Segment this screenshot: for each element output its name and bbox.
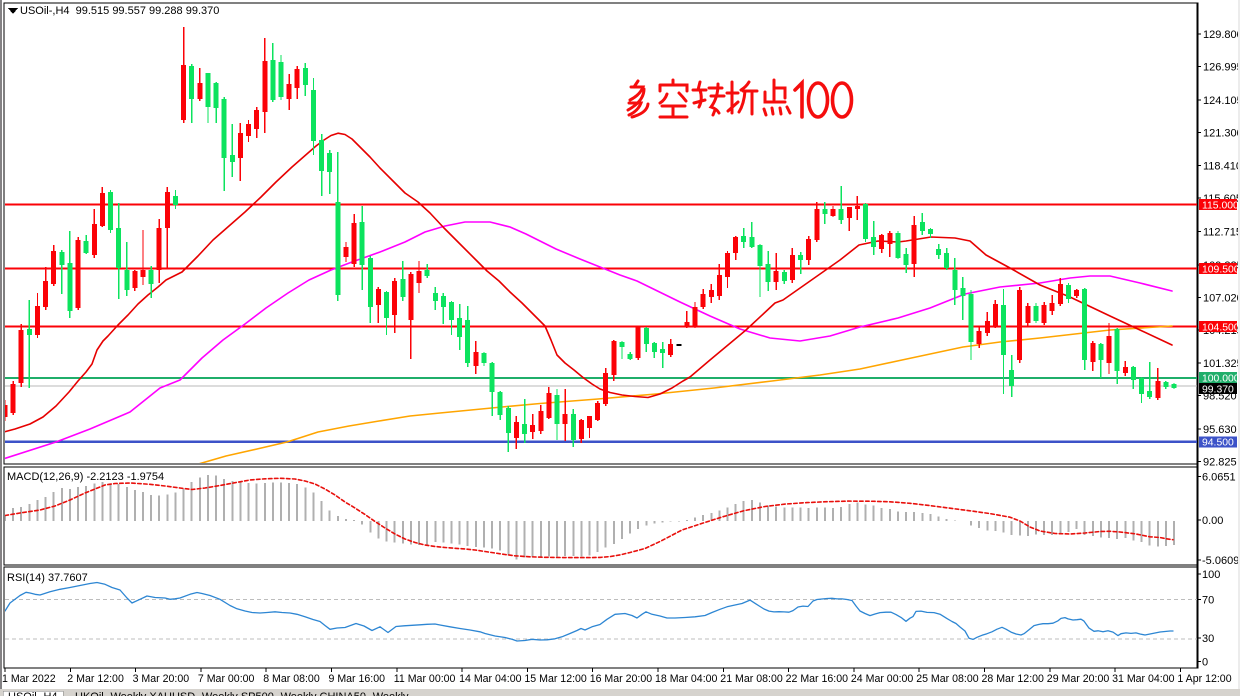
svg-text:6.0651: 6.0651: [1202, 472, 1236, 484]
svg-text:14 Mar 04:00: 14 Mar 04:00: [459, 673, 522, 685]
svg-text:70: 70: [1202, 594, 1214, 606]
svg-text:101.325: 101.325: [1203, 358, 1240, 370]
svg-text:USOil-,H4 99.515 99.557 99.28: USOil-,H4 99.515 99.557 99.288 99.370: [20, 5, 219, 17]
svg-text:7 Mar 00:00: 7 Mar 00:00: [198, 673, 255, 685]
svg-text:15 Mar 12:00: 15 Mar 12:00: [524, 673, 587, 685]
svg-text:22 Mar 16:00: 22 Mar 16:00: [786, 673, 849, 685]
svg-text:99.370: 99.370: [1202, 384, 1234, 395]
svg-text:8 Mar 08:00: 8 Mar 08:00: [263, 673, 320, 685]
svg-text:RSI(14) 37.7607: RSI(14) 37.7607: [7, 572, 88, 584]
svg-text:21 Mar 08:00: 21 Mar 08:00: [720, 673, 783, 685]
svg-text:16 Mar 20:00: 16 Mar 20:00: [590, 673, 653, 685]
svg-text:31 Mar 04:00: 31 Mar 04:00: [1112, 673, 1175, 685]
svg-text:2 Mar 12:00: 2 Mar 12:00: [67, 673, 124, 685]
svg-text:107.020: 107.020: [1203, 292, 1240, 304]
svg-text:UKOil-,Weekly XAUUSD-,Weekly: UKOil-,Weekly XAUUSD-,Weekly SP500-,Week…: [75, 691, 409, 696]
svg-text:0.00: 0.00: [1202, 515, 1223, 527]
svg-text:1 Mar 2022: 1 Mar 2022: [2, 673, 56, 685]
svg-text:11 Mar 00:00: 11 Mar 00:00: [394, 673, 456, 685]
svg-text:118.410: 118.410: [1203, 161, 1240, 173]
svg-text:0: 0: [1202, 657, 1208, 669]
svg-text:100.000: 100.000: [1202, 373, 1240, 384]
svg-text:112.715: 112.715: [1203, 227, 1240, 239]
svg-text:100: 100: [1202, 569, 1220, 581]
svg-text:126.995: 126.995: [1203, 61, 1240, 73]
svg-text:MACD(12,26,9) -2.2123 -1.9754: MACD(12,26,9) -2.2123 -1.9754: [7, 471, 164, 483]
svg-text:28 Mar 12:00: 28 Mar 12:00: [982, 673, 1045, 685]
svg-text:30: 30: [1202, 633, 1214, 645]
svg-text:3 Mar 20:00: 3 Mar 20:00: [133, 673, 190, 685]
svg-text:92.825: 92.825: [1203, 457, 1237, 469]
svg-text:9 Mar 16:00: 9 Mar 16:00: [329, 673, 386, 685]
svg-text:-5.0609: -5.0609: [1202, 555, 1239, 567]
svg-text:1 Apr 12:00: 1 Apr 12:00: [1177, 673, 1231, 685]
svg-text:129.800: 129.800: [1203, 29, 1240, 41]
svg-text:USOil-,H4: USOil-,H4: [8, 691, 58, 696]
svg-text:24 Mar 00:00: 24 Mar 00:00: [851, 673, 914, 685]
svg-text:95.630: 95.630: [1203, 424, 1237, 436]
svg-text:115.000: 115.000: [1202, 200, 1239, 211]
svg-text:29 Mar 20:00: 29 Mar 20:00: [1047, 673, 1110, 685]
svg-text:121.300: 121.300: [1203, 127, 1240, 139]
svg-text:25 Mar 08:00: 25 Mar 08:00: [916, 673, 979, 685]
svg-text:109.500: 109.500: [1202, 265, 1240, 276]
svg-text:18 Mar 04:00: 18 Mar 04:00: [655, 673, 718, 685]
svg-text:94.500: 94.500: [1202, 438, 1234, 449]
svg-text:124.105: 124.105: [1203, 95, 1240, 107]
svg-text:104.500: 104.500: [1202, 322, 1240, 333]
